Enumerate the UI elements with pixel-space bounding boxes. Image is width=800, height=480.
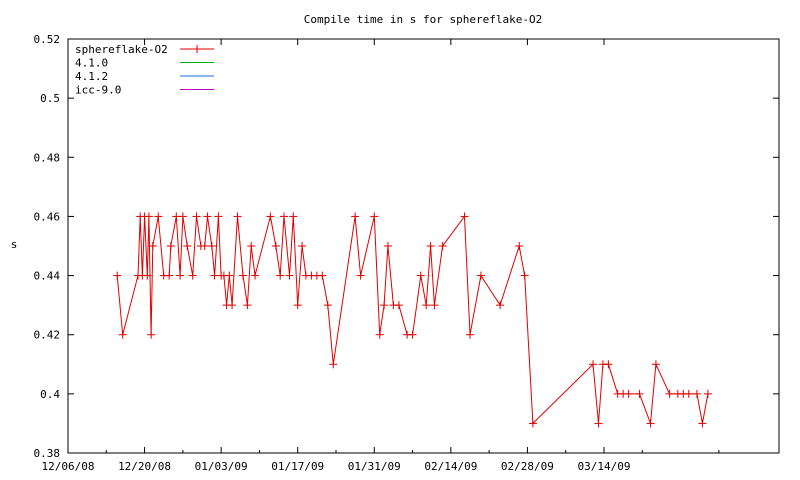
data-point: [143, 271, 152, 280]
y-axis-label: s: [11, 238, 18, 251]
data-point: [438, 242, 447, 250]
data-point: [422, 301, 431, 310]
data-point: [200, 242, 209, 250]
data-point: [323, 301, 332, 310]
data-point: [380, 301, 389, 310]
data-point: [289, 212, 298, 221]
data-point: [465, 330, 474, 339]
y-tick-label: 0.38: [34, 447, 61, 460]
data-point: [594, 419, 603, 428]
data-point: [276, 271, 285, 280]
data-point: [144, 212, 153, 221]
data-point: [178, 212, 187, 221]
data-point: [233, 212, 242, 221]
x-tick-label: 12/06/08: [42, 460, 95, 473]
data-point: [703, 389, 712, 398]
y-tick-label: 0.42: [34, 329, 61, 342]
data-point: [370, 212, 379, 221]
data-point: [698, 419, 707, 428]
axis-ticks: 0.38 0.4 0.42 0.44 0.46 0.48 0.5 0.52 12/06/08 12…: [34, 33, 779, 473]
x-tick-label: 01/31/09: [348, 460, 401, 473]
data-point: [515, 242, 524, 250]
chart-title: Compile time in s for sphereflake-O2: [304, 13, 542, 26]
data-point: [408, 330, 417, 339]
y-tick-label: 0.46: [34, 210, 61, 223]
data-point: [147, 330, 156, 339]
data-point: [148, 242, 157, 250]
x-tick-label: 01/03/09: [195, 460, 248, 473]
data-point: [356, 271, 365, 280]
data-point: [228, 301, 237, 310]
x-tick-label: 03/14/09: [577, 460, 630, 473]
legend-label: 4.1.0: [75, 57, 108, 70]
data-point: [651, 360, 660, 369]
data-point: [624, 389, 633, 398]
y-tick-label: 0.44: [34, 270, 61, 283]
data-point: [113, 271, 122, 280]
data-point: [430, 301, 439, 310]
data-point: [635, 389, 644, 398]
series-line: [116, 214, 709, 425]
y-tick-label: 0.5: [40, 92, 60, 105]
data-point: [166, 242, 175, 250]
data-point: [280, 212, 289, 221]
data-point: [684, 389, 693, 398]
series-layer: [113, 212, 712, 428]
data-point: [188, 271, 197, 280]
data-point: [646, 419, 655, 428]
y-tick-label: 0.52: [34, 33, 61, 46]
y-tick-label: 0.4: [40, 388, 60, 401]
data-point: [496, 301, 505, 310]
data-point: [520, 271, 529, 280]
data-point: [118, 330, 127, 339]
x-tick-label: 01/17/09: [271, 460, 324, 473]
x-tick-label: 02/28/09: [501, 460, 554, 473]
legend-label: 4.1.2: [75, 70, 108, 83]
x-tick-label: 12/20/08: [118, 460, 171, 473]
data-point: [203, 212, 212, 221]
data-point: [383, 242, 392, 250]
plot-frame: [67, 38, 780, 454]
data-point: [426, 242, 435, 250]
data-point: [165, 271, 174, 280]
data-point: [214, 212, 223, 221]
data-point: [183, 242, 192, 250]
data-point: [192, 212, 201, 221]
data-point: [692, 389, 701, 398]
data-point: [247, 242, 256, 250]
data-point: [665, 389, 674, 398]
data-point: [239, 271, 248, 280]
data-point: [207, 242, 216, 250]
data-point: [293, 301, 302, 310]
data-point: [416, 271, 425, 280]
data-point: [394, 301, 403, 310]
data-point: [154, 212, 163, 221]
data-point: [351, 212, 360, 221]
data-point: [528, 419, 537, 428]
data-point: [176, 271, 185, 280]
data-point: [318, 271, 327, 280]
data-point: [476, 271, 485, 280]
data-point: [460, 212, 469, 221]
legend-label: sphereflake-O2: [75, 43, 168, 56]
data-point: [243, 301, 252, 310]
x-tick-label: 02/14/09: [424, 460, 477, 473]
data-point: [285, 271, 294, 280]
data-point: [225, 271, 234, 280]
y-tick-label: 0.48: [34, 151, 61, 164]
data-point: [251, 271, 260, 280]
legend-label: icc-9.0: [75, 84, 121, 97]
data-point: [329, 360, 338, 369]
data-point: [375, 330, 384, 339]
data-point: [266, 212, 275, 221]
data-point: [589, 360, 598, 369]
data-point: [604, 360, 613, 369]
data-point: [271, 242, 280, 250]
data-point: [298, 242, 307, 250]
